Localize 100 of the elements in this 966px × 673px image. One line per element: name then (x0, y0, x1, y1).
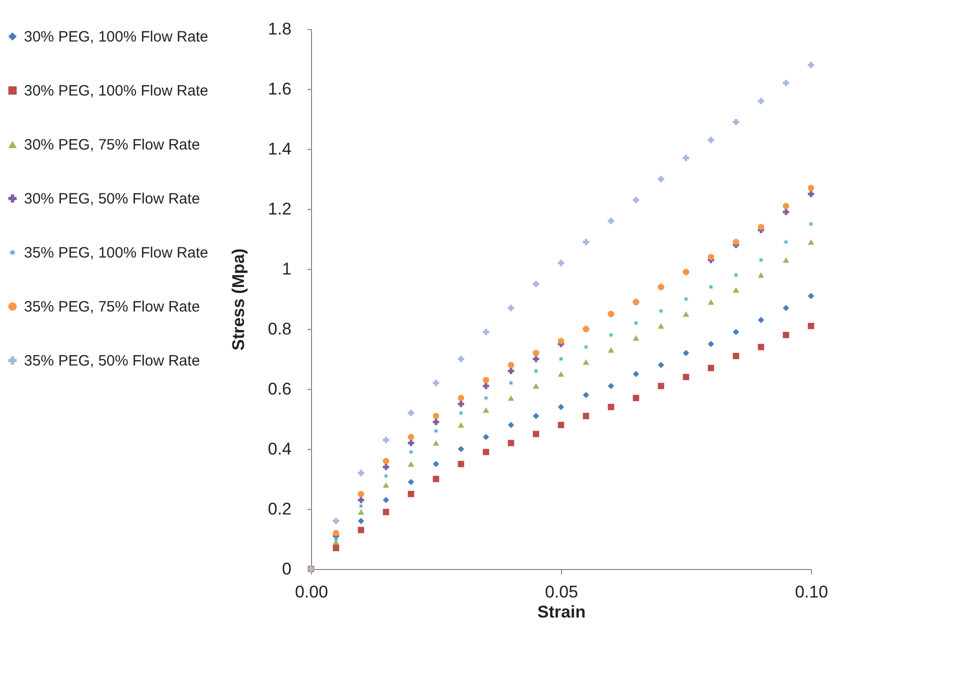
y-tick-label: 0 (282, 560, 292, 578)
point (382, 508, 390, 516)
point (758, 272, 764, 278)
point (808, 190, 814, 198)
point (808, 239, 814, 245)
point (608, 382, 614, 390)
point (808, 292, 814, 300)
y-tick-label: 0.2 (268, 500, 292, 518)
point (358, 526, 364, 534)
point (658, 323, 664, 329)
point (508, 395, 514, 401)
point (358, 509, 364, 515)
point (658, 176, 664, 182)
point (532, 350, 540, 356)
point (732, 118, 740, 126)
point (332, 518, 340, 524)
point (808, 322, 814, 330)
point (432, 440, 440, 446)
y-tick-label: 1 (282, 260, 292, 278)
point (782, 257, 790, 263)
point (482, 328, 490, 336)
point (458, 422, 464, 428)
point (758, 224, 764, 230)
point (508, 368, 514, 374)
point (782, 332, 790, 338)
legend-label: 30% PEG, 100% Flow Rate (24, 28, 208, 46)
point (658, 382, 664, 390)
y-tick-label: 1.8 (268, 20, 292, 38)
point (808, 184, 814, 192)
point (732, 287, 740, 293)
point (732, 352, 740, 360)
point (632, 394, 640, 402)
point (508, 362, 514, 368)
point (332, 530, 340, 536)
point (632, 370, 640, 378)
point (532, 280, 540, 288)
x-tick-label: 0.05 (544, 582, 578, 602)
point (582, 412, 590, 420)
point (758, 316, 764, 324)
point (458, 400, 464, 408)
point (608, 347, 614, 353)
point (482, 448, 490, 456)
point (382, 436, 390, 444)
point (482, 382, 490, 390)
y-tick-label: 1.6 (268, 80, 292, 98)
point (782, 208, 790, 216)
point (582, 359, 590, 365)
point (382, 482, 390, 488)
point (582, 392, 590, 398)
point (358, 496, 364, 504)
y-tick-label: 0.4 (268, 440, 292, 458)
x-tick-label: 0.00 (294, 582, 328, 602)
legend-label: 30% PEG, 75% Flow Rate (24, 136, 200, 154)
point (708, 299, 714, 305)
point (608, 218, 614, 224)
point (708, 136, 714, 144)
point (782, 80, 790, 86)
point (632, 335, 640, 341)
point (708, 254, 714, 260)
legend-label: 30% PEG, 100% Flow Rate (24, 82, 208, 100)
point (432, 412, 440, 420)
point (558, 404, 564, 410)
point (658, 362, 664, 368)
point (432, 418, 440, 426)
y-axis-title: Stress (Mpa) (228, 248, 248, 351)
point (432, 476, 440, 482)
point (782, 202, 790, 210)
point (732, 328, 740, 336)
point (358, 470, 364, 476)
point (382, 464, 390, 470)
point (458, 460, 464, 468)
point (682, 154, 690, 162)
point (408, 490, 414, 498)
point (458, 394, 464, 402)
point (708, 364, 714, 372)
point (758, 344, 764, 350)
point (482, 376, 490, 384)
point (482, 407, 490, 413)
point (482, 434, 490, 440)
point (558, 371, 564, 377)
point (458, 356, 464, 362)
point (408, 410, 414, 416)
point (408, 434, 414, 440)
legend-label: 30% PEG, 50% Flow Rate (24, 190, 200, 208)
point (508, 422, 514, 428)
point (458, 446, 464, 452)
point (558, 338, 564, 344)
point (732, 238, 740, 246)
legend-label: 35% PEG, 75% Flow Rate (24, 298, 200, 316)
point (532, 356, 540, 362)
point (432, 380, 440, 386)
x-tick-label: 0.10 (794, 582, 828, 602)
point (582, 238, 590, 246)
point (682, 374, 690, 380)
point (408, 461, 414, 467)
legend-label: 35% PEG, 50% Flow Rate (24, 352, 200, 370)
point (558, 260, 564, 266)
y-tick-label: 0.6 (268, 380, 292, 398)
point (632, 196, 640, 204)
point (532, 430, 540, 438)
